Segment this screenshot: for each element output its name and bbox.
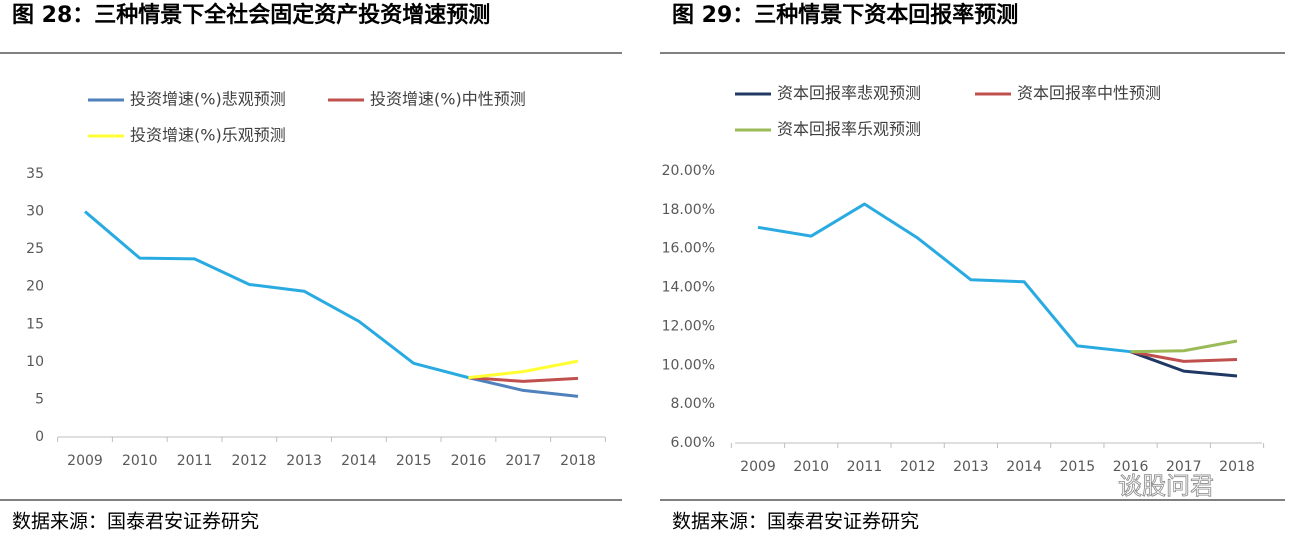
series-line: [84, 210, 469, 380]
x-tick-label: 2015: [396, 453, 432, 469]
x-tick-label: 2016: [451, 453, 487, 469]
x-tick-label: 2013: [953, 459, 989, 475]
series-line: [1130, 350, 1238, 378]
x-tick-label: 2010: [793, 459, 829, 475]
series-line: [757, 202, 1131, 354]
x-tick-label: 2016: [1113, 459, 1149, 475]
y-tick-label: 10: [26, 354, 44, 370]
chart-title: 图 28：三种情景下全社会固定资产投资增速预测: [12, 2, 490, 28]
y-tick-label: 10.00%: [662, 357, 715, 373]
source: 数据来源：国泰君安证券研究: [672, 511, 919, 533]
y-tick-label: 15: [26, 316, 44, 332]
x-tick-label: 2014: [341, 453, 377, 469]
x-tick-label: 2014: [1006, 459, 1042, 475]
x-tick-label: 2012: [900, 459, 936, 475]
source: 数据来源：国泰君安证券研究: [12, 511, 259, 533]
x-tick-label: 2011: [177, 453, 213, 469]
legend-label: 资本回报率乐观预测: [777, 120, 921, 139]
x-tick-label: 2010: [122, 453, 158, 469]
series-line: [1130, 350, 1238, 363]
x-tick-label: 2017: [1166, 459, 1202, 475]
y-tick-label: 6.00%: [671, 435, 715, 451]
watermark: 谈股问君: [1118, 472, 1214, 500]
x-tick-label: 2009: [740, 459, 776, 475]
y-tick-label: 8.00%: [671, 396, 715, 412]
y-tick-label: 20: [26, 279, 44, 295]
legend-label: 投资增速(%)乐观预测: [130, 126, 286, 145]
series-line: [468, 376, 579, 383]
x-tick-label: 2017: [505, 453, 541, 469]
y-tick-label: 30: [26, 204, 44, 220]
y-tick-label: 20.00%: [662, 163, 715, 179]
legend-label: 投资增速(%)悲观预测: [130, 90, 286, 109]
series-line: [468, 359, 579, 380]
chart-title: 图 29：三种情景下资本回报率预测: [672, 2, 1018, 28]
y-tick-label: 12.00%: [662, 318, 715, 334]
legend-label: 资本回报率悲观预测: [777, 84, 921, 103]
y-tick-label: 25: [26, 241, 44, 257]
y-tick-label: 16.00%: [662, 241, 715, 257]
series-line: [1130, 339, 1238, 354]
y-tick-label: 0: [35, 429, 44, 445]
x-tick-label: 2012: [232, 453, 268, 469]
x-tick-label: 2009: [67, 453, 103, 469]
y-tick-label: 5: [35, 391, 44, 407]
x-tick-label: 2011: [847, 459, 883, 475]
y-tick-label: 14.00%: [662, 280, 715, 296]
x-tick-label: 2018: [1219, 459, 1255, 475]
y-tick-label: 18.00%: [662, 202, 715, 218]
legend-label: 投资增速(%)中性预测: [370, 90, 526, 109]
x-tick-label: 2013: [286, 453, 322, 469]
legend-label: 资本回报率中性预测: [1017, 84, 1161, 103]
x-tick-label: 2015: [1060, 459, 1096, 475]
series-line: [468, 376, 579, 398]
y-tick-label: 35: [26, 166, 44, 182]
x-tick-label: 2018: [560, 453, 596, 469]
